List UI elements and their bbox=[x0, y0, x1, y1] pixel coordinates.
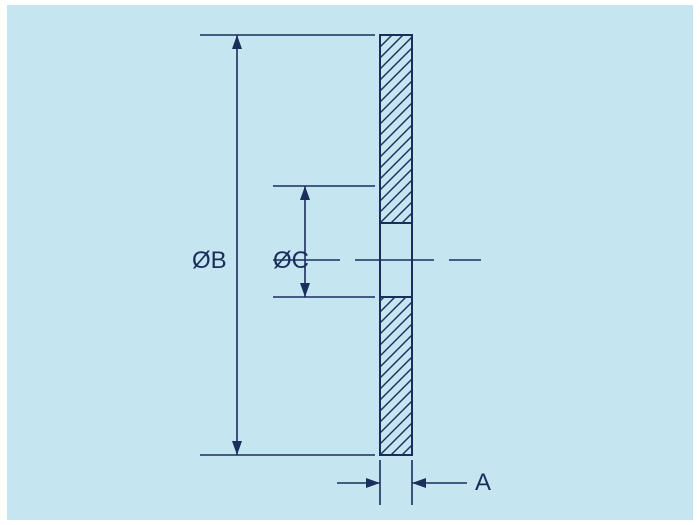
dim-b-label: ØB bbox=[192, 247, 227, 274]
inner-bg bbox=[7, 5, 693, 520]
engineering-diagram: ØB ØC A bbox=[0, 0, 700, 525]
dim-a-label: A bbox=[475, 469, 491, 496]
dim-c-label: ØC bbox=[273, 247, 309, 274]
